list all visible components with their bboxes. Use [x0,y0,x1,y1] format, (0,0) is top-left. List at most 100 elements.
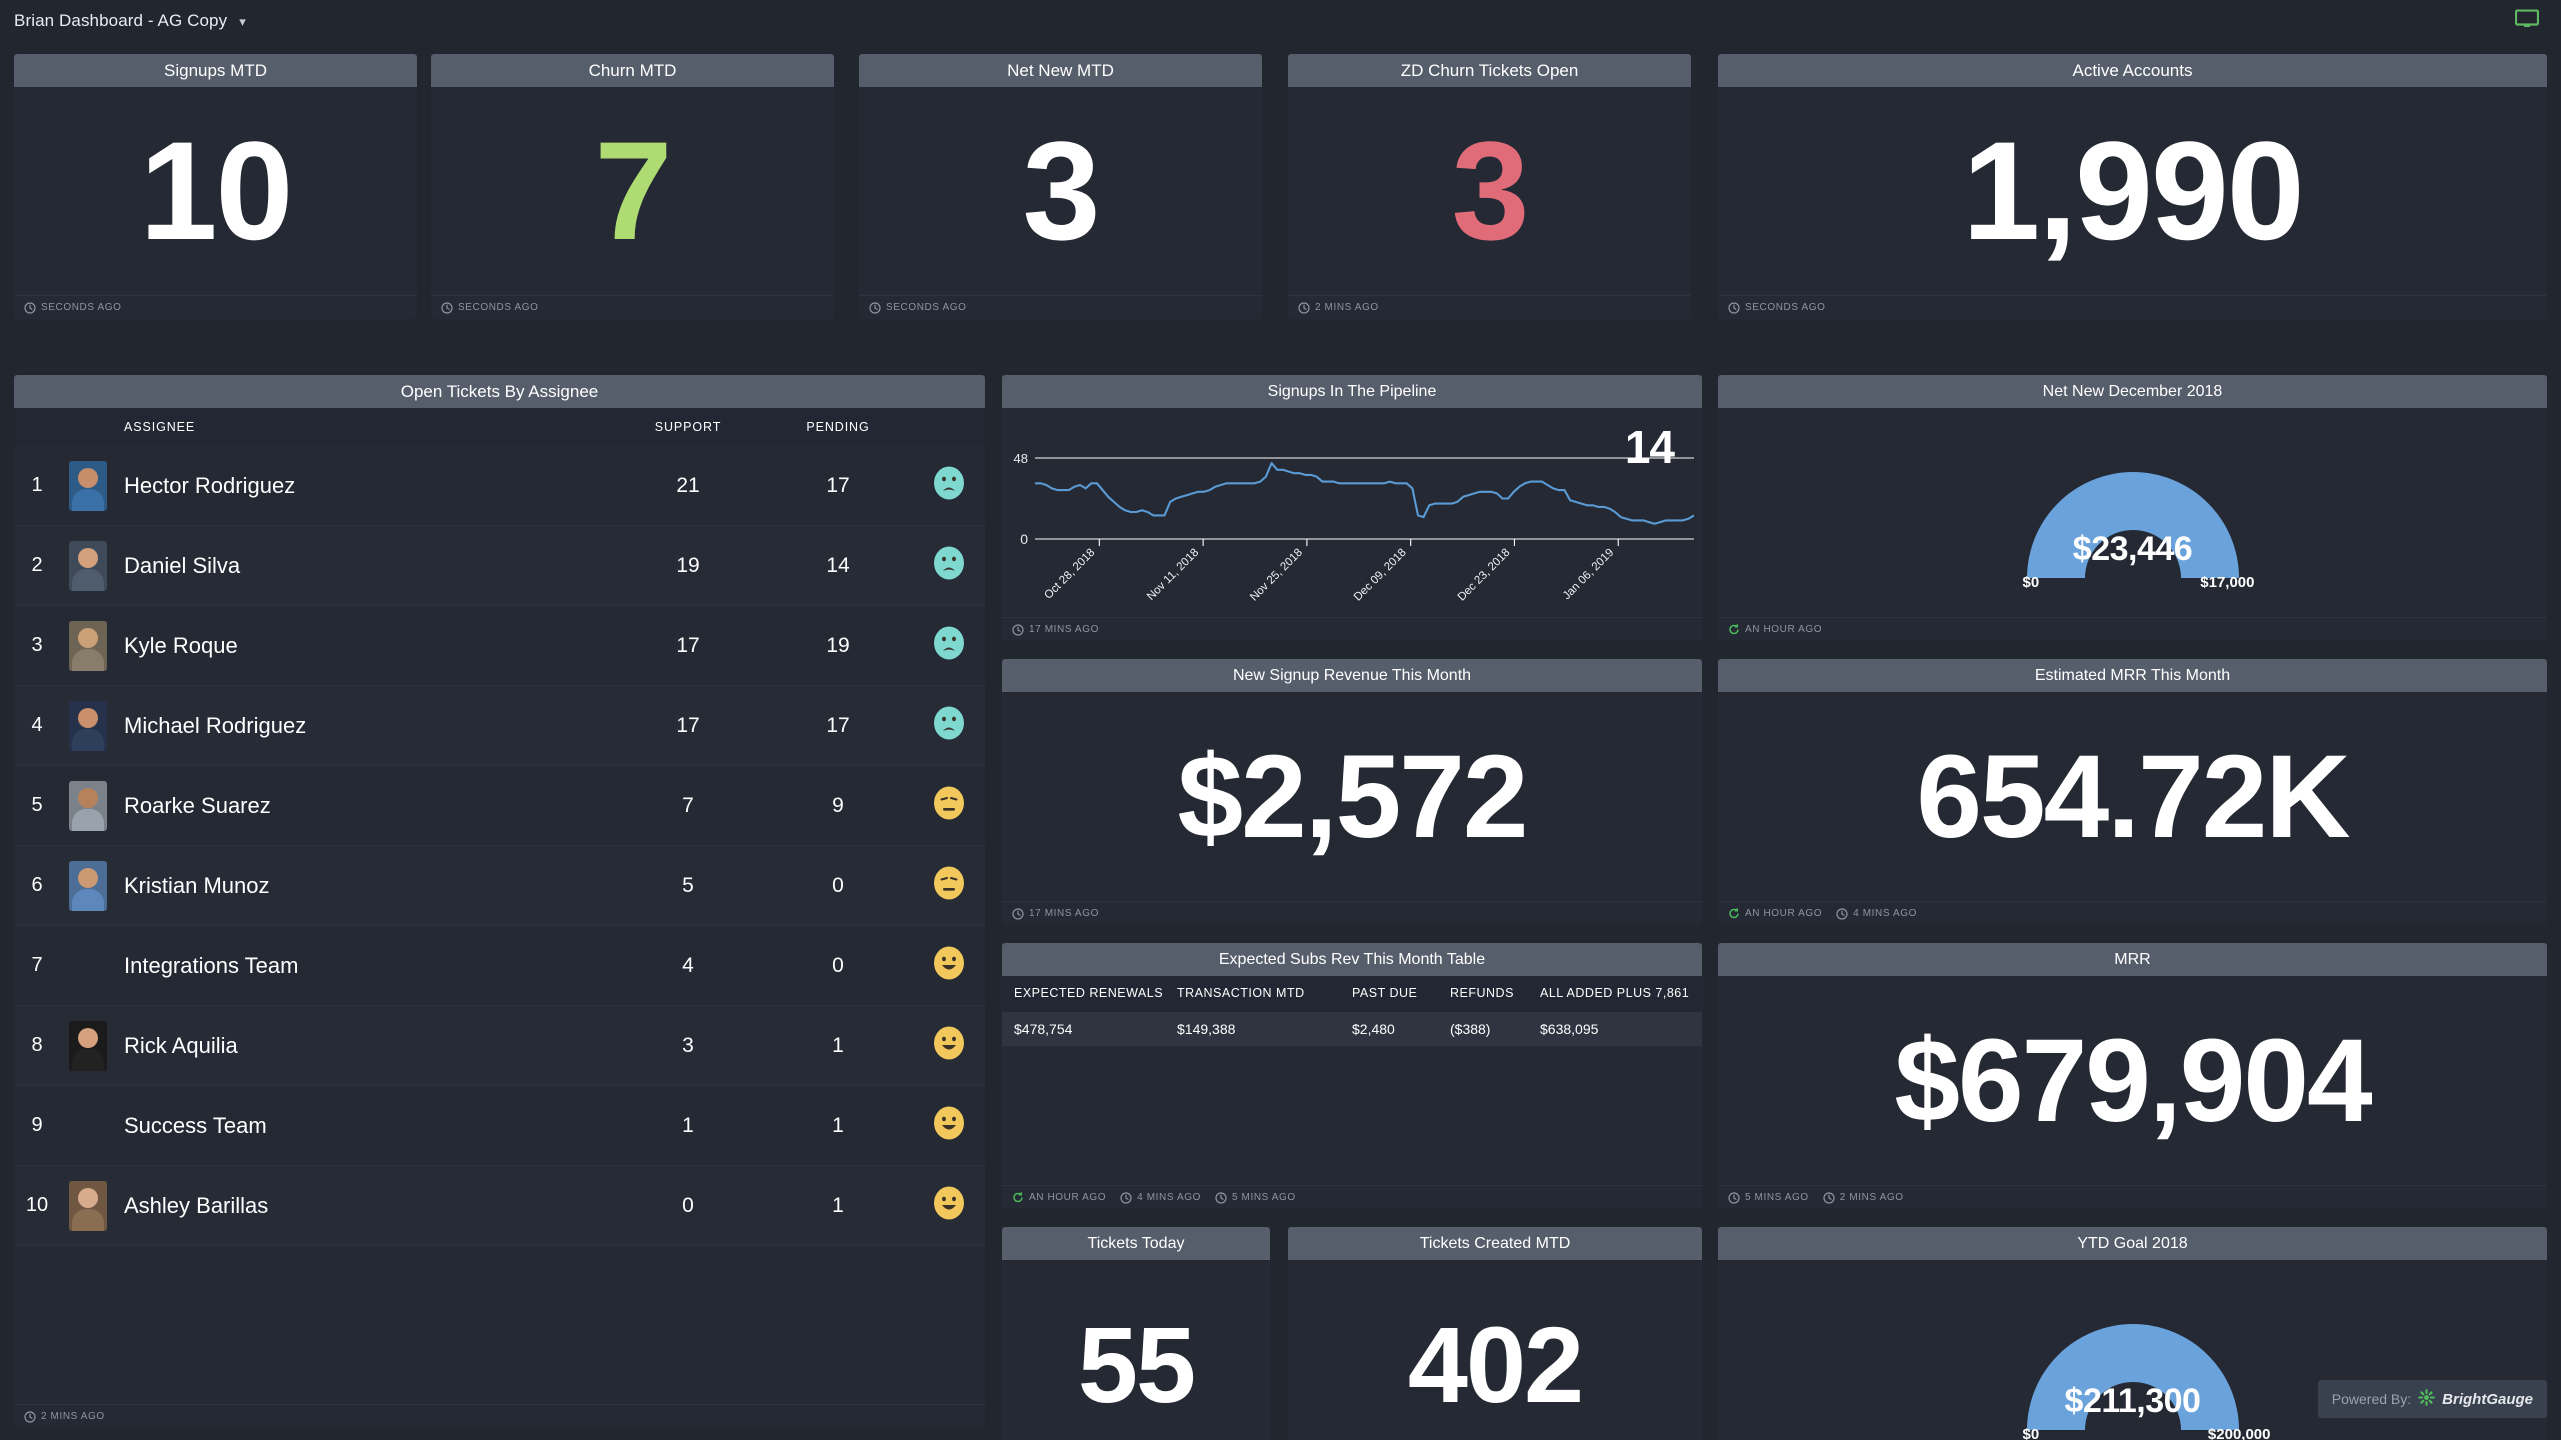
row-support-count: 21 [676,473,700,497]
kpi-value: $2,572 [1177,730,1529,863]
row-assignee-name: Hector Rodriguez [124,472,296,498]
gauge-chart: $23,446 $0 $17,000 [1718,408,2547,617]
widget-new-signup-revenue-this-month[interactable]: New Signup Revenue This Month $2,572 17 … [1002,659,1702,925]
table-row[interactable]: 4 Michael Rodriguez 17 17 [14,686,985,766]
widget-zd-churn-tickets-open[interactable]: ZD Churn Tickets Open 3 2 MINS AGO [1288,54,1691,319]
widget-tickets-today[interactable]: Tickets Today 55 2 MINS AGO [1002,1227,1270,1440]
chevron-down-icon[interactable]: ▾ [239,13,246,29]
clock-icon [1728,301,1740,314]
table-row[interactable]: 9 Success Team 1 1 [14,1086,985,1166]
row-mood-indicator [913,1106,985,1145]
table-row[interactable]: 1 Hector Rodriguez 21 17 [14,446,985,526]
widget-active-accounts[interactable]: Active Accounts 1,990 SECONDS AGO [1718,54,2547,319]
kpi-value: 3 [1451,112,1530,269]
col-assignee: ASSIGNEE [124,420,196,434]
timestamp-label: SECONDS AGO [1745,302,1826,313]
clock-icon [1120,1191,1132,1204]
widget-tickets-created-mtd[interactable]: Tickets Created MTD 402 2 MINS AGO [1288,1227,1702,1440]
row-rank: 9 [31,1114,43,1136]
row-rank: 8 [31,1034,43,1056]
widget-footer: 2 MINS AGO [14,1404,985,1428]
widget-net-new-december-2018[interactable]: Net New December 2018 $23,446 $0 $17,000… [1718,375,2547,641]
row-pending-count: 0 [832,953,844,977]
widget-expected-subs-rev-table[interactable]: Expected Subs Rev This Month Table EXPEC… [1002,943,1702,1209]
timestamp-label: SECONDS AGO [41,302,122,313]
widget-ytd-goal-2018[interactable]: YTD Goal 2018 $211,300 $0 $200,000 AN HO… [1718,1227,2547,1440]
widget-title: Churn MTD [431,54,834,87]
table-row[interactable]: 5 Roarke Suarez 7 9 [14,766,985,846]
widget-body: 654.72K [1718,692,2547,901]
table-row[interactable]: 8 Rick Aquilia 3 1 [14,1006,985,1086]
kpi-value: 3 [1022,112,1101,269]
timestamp: 2 MINS AGO [1823,1191,1904,1204]
row-assignee-name: Michael Rodriguez [124,712,307,738]
row-mood-indicator [913,546,985,585]
timestamp-label: 17 MINS AGO [1029,908,1099,919]
avatar [60,620,116,671]
widget-body: 402 [1288,1260,1702,1440]
widget-footer: 2 MINS AGO [1288,295,1691,319]
row-rank: 3 [31,634,43,656]
table-row[interactable]: 7 Integrations Team 4 0 [14,926,985,1006]
timestamp-label: AN HOUR AGO [1745,624,1823,635]
neutral-face-icon [934,866,964,900]
widget-body: 55 [1002,1260,1270,1440]
gauge-max-label: $200,000 [2207,1425,2271,1440]
kpi-value: 55 [1077,1303,1196,1425]
cell-past-due: $2,480 [1352,1020,1395,1037]
row-mood-indicator [913,1026,985,1065]
clock-icon [1823,1191,1835,1204]
widget-signups-mtd[interactable]: Signups MTD 10 SECONDS AGO [14,54,417,319]
widget-title: Signups In The Pipeline [1002,375,1702,408]
timestamp: 4 MINS AGO [1120,1191,1201,1204]
widget-title: ZD Churn Tickets Open [1288,54,1691,87]
row-pending-count: 1 [832,1113,844,1137]
powered-by-label: Powered By: [2331,1391,2412,1407]
widget-title: New Signup Revenue This Month [1002,659,1702,692]
kpi-value: $679,904 [1894,1014,2372,1147]
widget-footer: 17 MINS AGO [1002,617,1702,641]
widget-signups-in-the-pipeline[interactable]: Signups In The Pipeline 14 48 0 Oct 28, … [1002,375,1702,641]
widget-body: $211,300 $0 $200,000 [1718,1260,2547,1440]
row-rank: 5 [31,794,43,816]
widget-churn-mtd[interactable]: Churn MTD 7 SECONDS AGO [431,54,834,319]
widget-body: $23,446 $0 $17,000 [1718,408,2547,617]
table-row[interactable]: 6 Kristian Munoz 5 0 [14,846,985,926]
avatar [60,1180,116,1231]
row-rank: 4 [31,714,43,736]
row-assignee-name: Rick Aquilia [124,1032,238,1058]
refresh-icon [1729,908,1739,919]
row-rank: 1 [31,474,43,496]
table-row[interactable]: 2 Daniel Silva 19 14 [14,526,985,606]
refresh-icon [1729,624,1739,635]
timestamp-label: 4 MINS AGO [1853,908,1917,919]
chart-annotation-value: 14 [1624,421,1675,473]
row-pending-count: 1 [832,1033,844,1057]
widget-mrr[interactable]: MRR $679,904 5 MINS AGO 2 MINS AGO [1718,943,2547,1209]
dashboard-canvas: Signups MTD 10 SECONDS AGO Churn MTD 7 S… [0,42,2561,1440]
widget-net-new-mtd[interactable]: Net New MTD 3 SECONDS AGO [859,54,1262,319]
row-pending-count: 17 [826,713,850,737]
brightgauge-logo-icon [2418,1389,2436,1409]
widget-footer: AN HOUR AGO 4 MINS AGO 5 MINS AGO [1002,1185,1702,1209]
avatar [60,460,116,511]
x-tick-label: Dec 23, 2018 [1456,547,1513,604]
widget-body: EXPECTED RENEWALS TRANSACTION MTD PAST D… [1002,976,1702,1185]
x-tick-label: Oct 28, 2018 [1042,547,1097,602]
x-tick-label: Dec 09, 2018 [1352,547,1409,604]
table-row[interactable]: 10 Ashley Barillas 0 1 [14,1166,985,1246]
sad-face-icon [934,706,964,740]
row-assignee-name: Kyle Roque [124,632,238,658]
gauge-value: $211,300 [2064,1381,2201,1420]
monitor-icon[interactable] [2514,9,2540,33]
timestamp-label: 4 MINS AGO [1137,1192,1201,1203]
col-past-due: PAST DUE [1352,986,1418,1000]
table-row[interactable]: 3 Kyle Roque 17 19 [14,606,985,686]
widget-estimated-mrr-this-month[interactable]: Estimated MRR This Month 654.72K AN HOUR… [1718,659,2547,925]
kpi-value: 10 [139,112,294,269]
dashboard-title-menu[interactable]: Brian Dashboard - AG Copy ▾ [14,11,246,31]
timestamp-label: SECONDS AGO [886,302,967,313]
widget-open-tickets-by-assignee[interactable]: Open Tickets By Assignee ASSIGNEE SUPPOR… [14,375,985,1428]
happy-face-icon [934,1026,964,1060]
happy-face-icon [934,946,964,980]
